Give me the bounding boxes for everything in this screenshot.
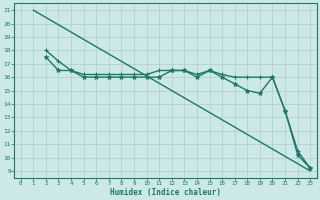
X-axis label: Humidex (Indice chaleur): Humidex (Indice chaleur) <box>110 188 221 197</box>
